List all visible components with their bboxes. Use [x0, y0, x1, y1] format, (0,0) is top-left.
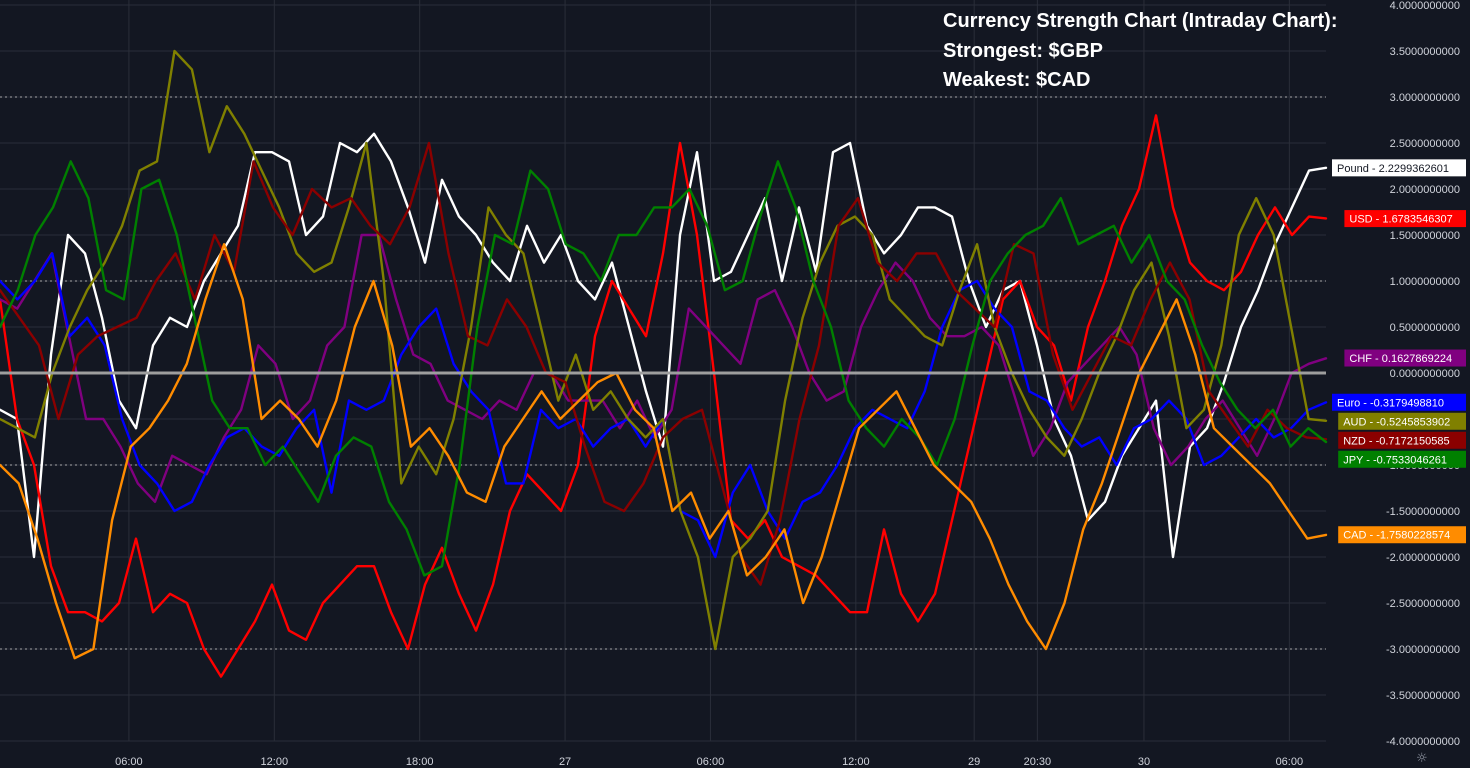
- series-label-nzd: NZD - -0.7172150585: [1338, 431, 1466, 449]
- x-tick-label: 06:00: [1276, 756, 1304, 768]
- series-label-usd: USD - 1.6783546307: [1344, 210, 1466, 228]
- x-axis: 06:00 12:00 18:00 27 06:00 12:00 29 20:30 30 06:0…: [115, 756, 1303, 768]
- series-label-jpy: JPY - -0.7533046261: [1338, 450, 1466, 468]
- series-label-text: AUD - -0.5245853902: [1343, 416, 1450, 428]
- series-line-nzd: [0, 141, 1328, 586]
- y-axis: 4.0000000000 3.5000000000 3.0000000000 2.50…: [1386, 0, 1460, 748]
- series-label-pound: Pound - 2.2299362601: [1332, 159, 1466, 177]
- y-tick-label: 2.0000000000: [1390, 184, 1460, 196]
- x-tick-label: 30: [1138, 756, 1150, 768]
- series-line-usd: [0, 114, 1328, 678]
- chart-title-line-3: Weakest: $CAD: [943, 69, 1091, 91]
- series-label-euro: Euro - -0.3179498810: [1332, 393, 1466, 411]
- y-tick-label: 0.0000000000: [1390, 368, 1460, 380]
- y-tick-label: 0.5000000000: [1390, 322, 1460, 334]
- series-label-aud: AUD - -0.5245853902: [1338, 412, 1466, 430]
- y-tick-label: 2.5000000000: [1390, 138, 1460, 150]
- series-label-text: JPY - -0.7533046261: [1343, 454, 1447, 466]
- series-line-cad: [0, 242, 1328, 660]
- chart-title-line-2: Strongest: $GBP: [943, 40, 1104, 62]
- series-label-text: CHF - 0.1627869224: [1349, 353, 1452, 365]
- series-label-text: Pound - 2.2299362601: [1337, 163, 1449, 175]
- x-tick-label: 12:00: [842, 756, 870, 768]
- series-line-chf: [0, 233, 1328, 503]
- gear-icon[interactable]: ☼: [1416, 751, 1428, 766]
- y-tick-label: 4.0000000000: [1390, 0, 1460, 12]
- x-tick-label: 27: [559, 756, 571, 768]
- x-tick-label: 12:00: [261, 756, 289, 768]
- series-label-text: Euro - -0.3179498810: [1337, 397, 1444, 409]
- x-tick-label: 06:00: [115, 756, 143, 768]
- series-label-text: USD - 1.6783546307: [1349, 214, 1452, 226]
- series-line-pound: [0, 132, 1328, 559]
- y-tick-label: 1.5000000000: [1390, 230, 1460, 242]
- y-tick-label: 3.0000000000: [1390, 92, 1460, 104]
- y-tick-label: -3.0000000000: [1386, 644, 1460, 656]
- series-label-chf: CHF - 0.1627869224: [1344, 349, 1466, 367]
- y-tick-label: 3.5000000000: [1390, 46, 1460, 58]
- x-tick-label: 18:00: [406, 756, 434, 768]
- x-tick-label: 20:30: [1024, 756, 1052, 768]
- chart-title-line-1: Currency Strength Chart (Intraday Chart)…: [943, 10, 1338, 32]
- x-tick-label: 29: [968, 756, 980, 768]
- series-label-cad: CAD - -1.7580228574: [1338, 526, 1466, 544]
- series-line-aud: [0, 49, 1328, 651]
- y-tick-label: -2.5000000000: [1386, 598, 1460, 610]
- series-layer: [0, 49, 1328, 678]
- y-tick-label: -4.0000000000: [1386, 736, 1460, 748]
- y-tick-label: -3.5000000000: [1386, 690, 1460, 702]
- y-tick-label: -2.0000000000: [1386, 552, 1460, 564]
- y-tick-label: 1.0000000000: [1390, 276, 1460, 288]
- series-label-text: CAD - -1.7580228574: [1343, 530, 1450, 542]
- grid-layer: [0, 0, 1326, 742]
- series-line-jpy: [0, 160, 1328, 577]
- x-tick-label: 06:00: [697, 756, 725, 768]
- y-tick-label: -1.5000000000: [1386, 506, 1460, 518]
- series-label-text: NZD - -0.7172150585: [1343, 435, 1449, 447]
- series-labels: Pound - 2.2299362601 USD - 1.6783546307 CH…: [1332, 159, 1466, 544]
